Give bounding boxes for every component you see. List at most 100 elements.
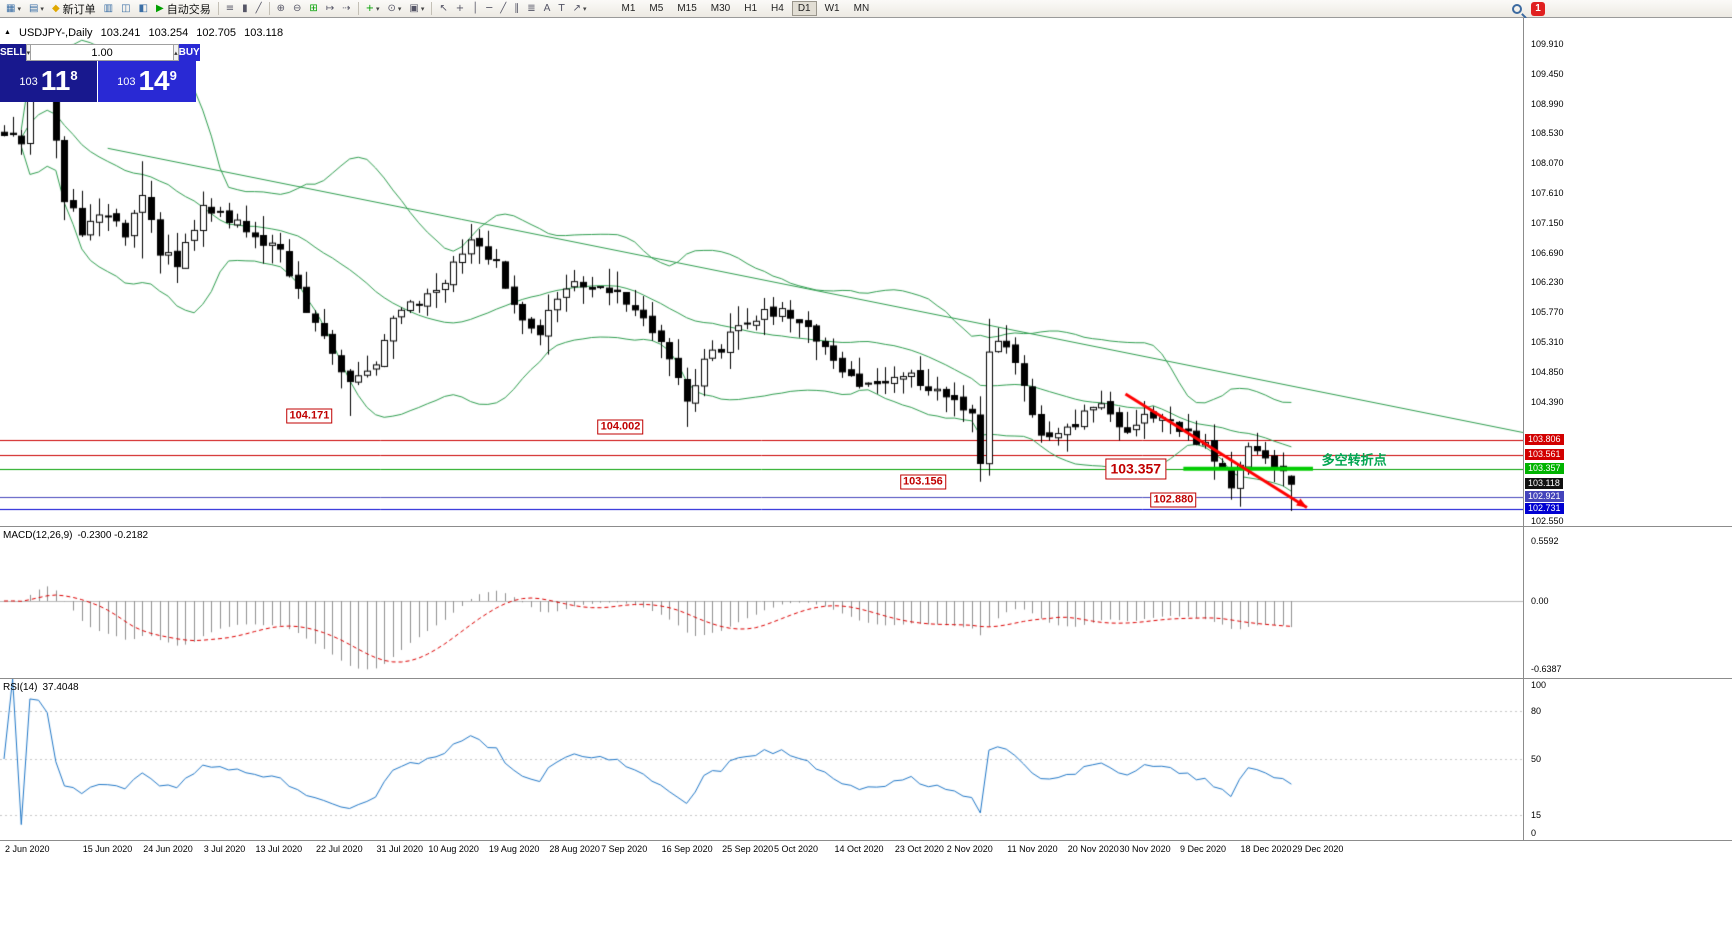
indicators-caret-icon[interactable]: ▾: [375, 5, 380, 13]
price-tick: 108.070: [1531, 158, 1564, 169]
autotrading-button[interactable]: ▶ 自动交易: [153, 1, 214, 17]
market-watch-button[interactable]: ▥: [101, 1, 116, 17]
price-label-102880[interactable]: 102.880: [1150, 492, 1197, 508]
indicators-button[interactable]: + ▾: [363, 1, 383, 17]
profiles-button[interactable]: ▤ ▾: [26, 1, 47, 17]
zoom-out-icon: ⊖: [293, 2, 302, 14]
auto-scroll-button[interactable]: ↦: [323, 1, 337, 17]
price-axis[interactable]: 102.550 104.390 104.850 105.310 105.770 106.2…: [1523, 18, 1732, 526]
chart-shift-button[interactable]: ⇢: [339, 1, 353, 17]
time-axis-label: 7 Sep 2020: [601, 844, 648, 854]
timeframe-m1-button[interactable]: M1: [621, 3, 636, 14]
timeframe-m15-button[interactable]: M15: [677, 3, 697, 14]
time-axis-label: 24 Jun 2020: [143, 844, 193, 854]
price-tick: 109.910: [1531, 38, 1564, 49]
price-label-103357[interactable]: 103.357: [1105, 458, 1167, 480]
rsi-axis[interactable]: 100 80 50 15 0: [1523, 679, 1732, 840]
navigator-icon: ◧: [138, 2, 148, 14]
rsi-canvas[interactable]: [0, 679, 1523, 839]
buy-button[interactable]: BUY: [178, 44, 200, 61]
sell-button[interactable]: SELL: [0, 44, 26, 61]
price-label-104002[interactable]: 104.002: [597, 419, 644, 435]
timeframe-h4-button[interactable]: H4: [771, 3, 784, 14]
vertical-line-button[interactable]: │: [469, 1, 481, 17]
time-axis-label: 31 Jul 2020: [376, 844, 424, 854]
time-axis[interactable]: 2 Jun 2020 15 Jun 2020 24 Jun 2020 3 Jul 20…: [0, 840, 1732, 858]
arrows-caret-icon[interactable]: ▾: [582, 5, 587, 13]
text-icon: A: [543, 2, 551, 14]
text-button[interactable]: A: [541, 1, 554, 17]
macd-values: -0.2300 -0.2182: [77, 530, 149, 541]
volume-increase-button[interactable]: ▴: [173, 44, 179, 61]
templates-caret-icon[interactable]: ▾: [420, 5, 425, 13]
bar-chart-button[interactable]: ≡: [223, 1, 237, 17]
price-chart-canvas[interactable]: [0, 18, 1523, 524]
quote-open: 103.241: [100, 27, 141, 39]
new-order-button[interactable]: ◆ 新订单: [49, 1, 99, 17]
search-icon[interactable]: [1512, 4, 1522, 14]
periods-button[interactable]: ⊙ ▾: [385, 1, 405, 17]
zoom-in-icon: ⊕: [276, 2, 286, 14]
toolbar-separator: [357, 2, 359, 15]
main-chart-panel: 102.550 104.390 104.850 105.310 105.770 106.2…: [0, 18, 1732, 526]
buy-price-button[interactable]: 103 14 9: [98, 61, 196, 102]
toolbar-right: 1: [1512, 2, 1545, 16]
price-label-104171[interactable]: 104.171: [286, 408, 333, 424]
price-tick: 102.550: [1531, 516, 1564, 527]
new-chart-button[interactable]: ▦ ▾: [3, 1, 24, 17]
data-window-button[interactable]: ◫: [118, 1, 133, 17]
market-watch-icon: ▥: [103, 2, 114, 14]
cursor-button[interactable]: ↖: [436, 1, 450, 17]
timeframe-d1-button[interactable]: D1: [791, 1, 817, 16]
one-click-trading-panel: SELL ▾ ▴ BUY 103 11 8 103 14 9: [0, 44, 200, 102]
auto-scroll-icon: ↦: [325, 2, 335, 14]
label-button[interactable]: T: [555, 1, 567, 17]
price-tick: 104.390: [1531, 396, 1564, 407]
fibonacci-button[interactable]: ≣: [524, 1, 538, 17]
turning-point-label[interactable]: 多空转折点: [1321, 452, 1387, 468]
periods-caret-icon[interactable]: ▾: [397, 5, 402, 13]
timeframe-m30-button[interactable]: M30: [710, 3, 731, 14]
time-axis-label: 2 Jun 2020: [5, 844, 50, 854]
zoom-out-button[interactable]: ⊖: [290, 1, 304, 17]
trendline-button[interactable]: ╱: [497, 1, 509, 17]
line-chart-button[interactable]: ╱: [253, 1, 265, 17]
timeframe-w1-button[interactable]: W1: [824, 3, 840, 14]
new-chart-caret-icon[interactable]: ▾: [17, 5, 21, 13]
time-axis-label: 3 Jul 2020: [203, 844, 246, 854]
price-tag-103118: 103.118: [1525, 478, 1563, 490]
candlestick-chart-button[interactable]: ▮: [239, 1, 251, 17]
tile-windows-button[interactable]: ⊞: [306, 1, 320, 17]
price-tag-102731: 102.731: [1525, 503, 1564, 515]
price-tick: 106.690: [1531, 247, 1564, 258]
timeframe-m5-button[interactable]: M5: [649, 3, 664, 14]
crosshair-button[interactable]: +: [453, 1, 467, 17]
rsi-axis-label: 80: [1531, 706, 1542, 716]
macd-axis[interactable]: 0.5592 0.00 -0.6387: [1523, 527, 1732, 678]
notification-badge[interactable]: 1: [1531, 2, 1545, 16]
time-axis-label: 2 Nov 2020: [946, 844, 993, 854]
collapse-panel-icon[interactable]: ▲: [4, 29, 11, 36]
sell-price-pips: 11: [40, 65, 71, 96]
volume-decrease-button[interactable]: ▾: [25, 44, 32, 61]
new-chart-icon: ▦: [6, 2, 16, 14]
macd-canvas[interactable]: [0, 527, 1523, 677]
ohlc-info: ▲ USDJPY-,Daily 103.241 103.254 102.705 …: [4, 27, 288, 39]
volume-input[interactable]: [31, 44, 174, 61]
horizontal-line-button[interactable]: ─: [483, 1, 495, 17]
price-label-103156[interactable]: 103.156: [899, 474, 946, 490]
templates-button[interactable]: ▣ ▾: [406, 1, 427, 17]
timeframe-h1-button[interactable]: H1: [744, 3, 758, 14]
time-axis-label: 25 Sep 2020: [722, 844, 774, 854]
timeframe-mn-button[interactable]: MN: [853, 3, 870, 14]
templates-icon: ▣: [409, 2, 419, 14]
profiles-caret-icon[interactable]: ▾: [40, 5, 44, 13]
zoom-in-button[interactable]: ⊕: [274, 1, 288, 17]
navigator-button[interactable]: ◧: [136, 1, 151, 17]
rsi-label: RSI(14) 37.4048: [3, 682, 84, 693]
equidistant-channel-button[interactable]: ∥: [511, 1, 522, 17]
sell-price-button[interactable]: 103 11 8: [0, 61, 98, 102]
new-order-icon: ◆: [51, 2, 60, 14]
arrows-button[interactable]: ↗ ▾: [570, 1, 590, 17]
